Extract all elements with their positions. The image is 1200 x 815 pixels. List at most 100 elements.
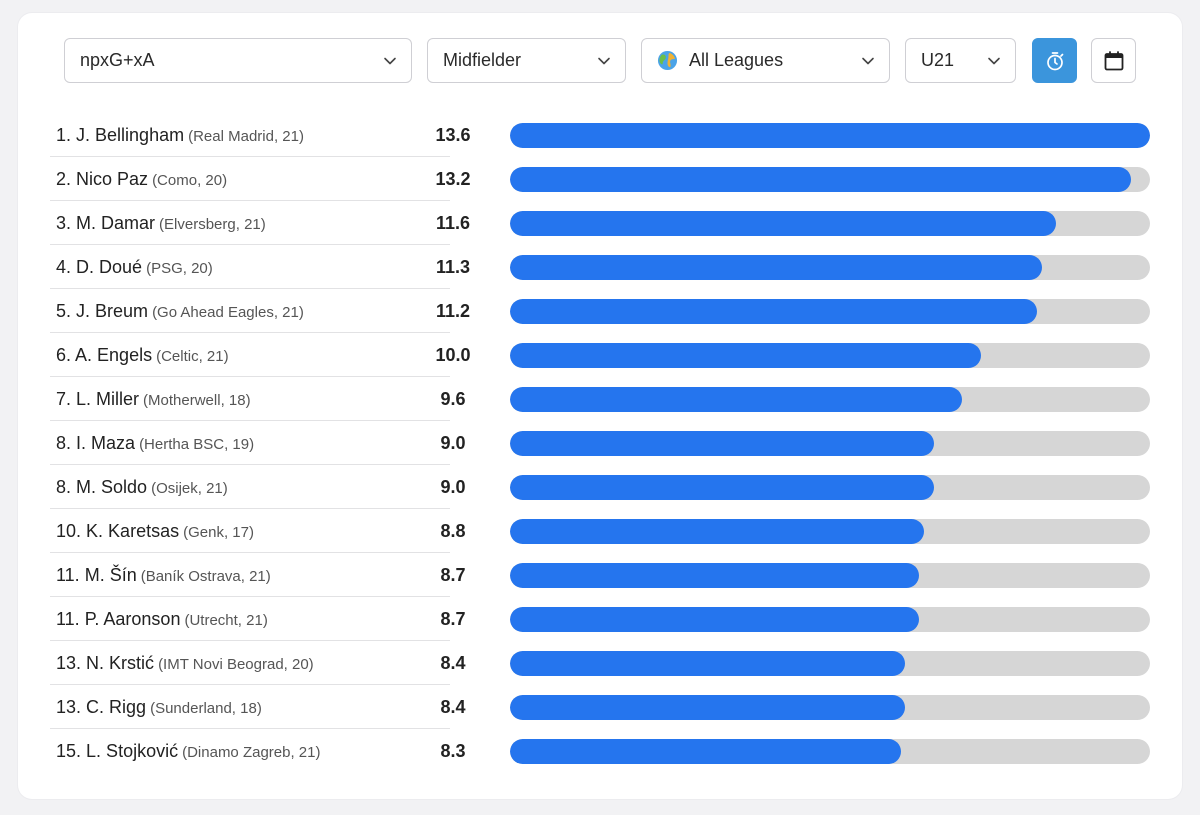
player-name-cell: 7. L. Miller (Motherwell, 18) [56, 377, 251, 421]
row-divider [50, 156, 450, 157]
value-bar-fill [510, 211, 1056, 236]
leaderboard-card: npxG+xA Midfielder All Leagues U21 [18, 13, 1182, 799]
row-divider [50, 420, 450, 421]
value-bar-track [510, 343, 1150, 368]
player-row[interactable]: 1. J. Bellingham (Real Madrid, 21) 13.6 [18, 113, 1182, 157]
value-bar-fill [510, 651, 906, 676]
player-value: 11.2 [435, 301, 471, 321]
player-row[interactable]: 11. M. Šín (Baník Ostrava, 21) 8.7 [18, 553, 1182, 597]
age-select[interactable]: U21 [905, 38, 1016, 83]
player-club-age: (Como, 20) [152, 172, 228, 189]
player-club-age: (Celtic, 21) [156, 348, 229, 365]
calendar-button[interactable] [1091, 38, 1136, 83]
player-name-cell: 11. P. Aaronson (Utrecht, 21) [56, 597, 268, 641]
row-divider [50, 332, 450, 333]
player-value: 8.7 [440, 609, 466, 629]
player-value: 8.8 [440, 521, 466, 541]
value-bar-track [510, 563, 1150, 588]
player-value: 8.7 [440, 565, 466, 585]
player-row[interactable]: 10. K. Karetsas (Genk, 17) 8.8 [18, 509, 1182, 553]
player-row[interactable]: 15. L. Stojković (Dinamo Zagreb, 21) 8.3 [18, 729, 1182, 773]
player-row[interactable]: 8. M. Soldo (Osijek, 21) 9.0 [18, 465, 1182, 509]
player-row[interactable]: 13. N. Krstić (IMT Novi Beograd, 20) 8.4 [18, 641, 1182, 685]
value-bar-fill [510, 739, 901, 764]
player-name: K. Karetsas [86, 521, 180, 541]
player-row[interactable]: 11. P. Aaronson (Utrecht, 21) 8.7 [18, 597, 1182, 641]
player-rank: 10. [56, 521, 82, 541]
value-bar-track [510, 387, 1150, 412]
player-name-cell: 1. J. Bellingham (Real Madrid, 21) [56, 113, 304, 157]
player-row[interactable]: 13. C. Rigg (Sunderland, 18) 8.4 [18, 685, 1182, 729]
value-bar-fill [510, 695, 906, 720]
chevron-down-icon [598, 57, 610, 64]
player-rank: 2. [56, 169, 72, 189]
player-row[interactable]: 7. L. Miller (Motherwell, 18) 9.6 [18, 377, 1182, 421]
player-name: A. Engels [75, 345, 153, 365]
value-bar-fill [510, 475, 934, 500]
player-name: C. Rigg [86, 697, 147, 717]
value-bar-fill [510, 563, 920, 588]
player-rank: 8. [56, 433, 72, 453]
player-name-cell: 3. M. Damar (Elversberg, 21) [56, 201, 266, 245]
player-club-age: (Hertha BSC, 19) [139, 436, 255, 453]
row-divider [50, 244, 450, 245]
player-name-cell: 11. M. Šín (Baník Ostrava, 21) [56, 553, 271, 597]
row-divider [50, 728, 450, 729]
filter-toolbar: npxG+xA Midfielder All Leagues U21 [18, 13, 1182, 113]
row-divider [50, 596, 450, 597]
player-name: N. Krstić [86, 653, 155, 673]
player-value: 11.3 [435, 257, 471, 277]
player-rank: 8. [56, 477, 72, 497]
stopwatch-button[interactable] [1032, 38, 1077, 83]
league-select[interactable]: All Leagues [641, 38, 890, 83]
value-bar-track [510, 123, 1150, 148]
player-club-age: (Go Ahead Eagles, 21) [152, 304, 304, 321]
player-row[interactable]: 8. I. Maza (Hertha BSC, 19) 9.0 [18, 421, 1182, 465]
player-name: M. Damar [76, 213, 156, 233]
player-rank: 15. [56, 741, 82, 761]
player-value: 8.4 [440, 653, 466, 673]
player-rank: 1. [56, 125, 72, 145]
player-row[interactable]: 5. J. Breum (Go Ahead Eagles, 21) 11.2 [18, 289, 1182, 333]
player-row[interactable]: 6. A. Engels (Celtic, 21) 10.0 [18, 333, 1182, 377]
player-club-age: (IMT Novi Beograd, 20) [158, 656, 314, 673]
player-name: L. Stojković [86, 741, 179, 761]
player-row[interactable]: 3. M. Damar (Elversberg, 21) 11.6 [18, 201, 1182, 245]
value-bar-fill [510, 519, 925, 544]
value-bar-fill [510, 299, 1038, 324]
metric-select-value: npxG+xA [80, 50, 155, 70]
player-name: M. Soldo [76, 477, 148, 497]
player-value: 11.6 [435, 213, 471, 233]
player-club-age: (Genk, 17) [183, 524, 254, 541]
row-divider [50, 508, 450, 509]
value-bar-track [510, 475, 1150, 500]
metric-select[interactable]: npxG+xA [64, 38, 412, 83]
player-rank: 7. [56, 389, 72, 409]
player-value: 9.6 [440, 389, 466, 409]
value-bar-fill [510, 607, 920, 632]
player-rank: 4. [56, 257, 72, 277]
player-club-age: (Osijek, 21) [151, 480, 228, 497]
league-select-value: All Leagues [689, 50, 784, 70]
value-bar-fill [510, 387, 962, 412]
value-bar-fill [510, 255, 1042, 280]
chevron-down-icon [988, 57, 1000, 64]
row-divider [50, 552, 450, 553]
stopwatch-icon [1046, 51, 1063, 70]
value-bar-track [510, 299, 1150, 324]
player-club-age: (Real Madrid, 21) [188, 128, 304, 145]
player-rank: 13. [56, 653, 82, 673]
player-rank: 6. [56, 345, 72, 365]
player-value: 9.0 [440, 433, 466, 453]
calendar-icon [1104, 50, 1123, 70]
player-name-cell: 5. J. Breum (Go Ahead Eagles, 21) [56, 289, 304, 333]
row-divider [50, 376, 450, 377]
value-bar-track [510, 607, 1150, 632]
value-bar-track [510, 695, 1150, 720]
player-row[interactable]: 4. D. Doué (PSG, 20) 11.3 [18, 245, 1182, 289]
value-bar-fill [510, 343, 981, 368]
player-club-age: (Baník Ostrava, 21) [140, 568, 271, 585]
position-select[interactable]: Midfielder [427, 38, 626, 83]
player-name-cell: 13. N. Krstić (IMT Novi Beograd, 20) [56, 641, 314, 685]
player-row[interactable]: 2. Nico Paz (Como, 20) 13.2 [18, 157, 1182, 201]
